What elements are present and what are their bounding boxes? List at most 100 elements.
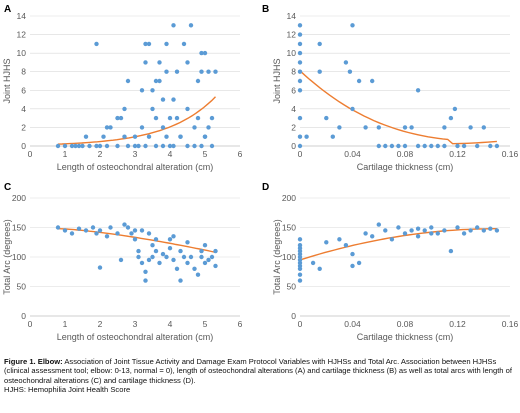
data-point — [185, 60, 190, 65]
x-tick-label: 5 — [203, 149, 208, 159]
x-tick-label: 0 — [28, 319, 33, 329]
data-point — [435, 231, 440, 236]
data-point — [317, 69, 322, 74]
data-point — [171, 257, 176, 263]
data-point — [132, 237, 138, 242]
data-point — [402, 143, 408, 149]
data-point — [167, 143, 173, 149]
data-point — [143, 269, 148, 274]
data-point — [429, 225, 434, 230]
data-point — [494, 228, 500, 233]
y-axis-title: Total Arc (degrees) — [2, 219, 12, 295]
data-point — [350, 23, 355, 28]
y-tick-label: 50 — [287, 282, 297, 292]
y-tick-label: 10 — [287, 48, 297, 58]
data-point — [150, 88, 155, 93]
data-point — [90, 225, 96, 230]
data-point — [188, 254, 194, 260]
x-tick-label: 2 — [98, 319, 103, 329]
data-point — [206, 69, 211, 74]
y-tick-label: 10 — [17, 48, 27, 58]
data-point — [139, 125, 145, 130]
y-tick-label: 8 — [291, 67, 296, 77]
data-point — [143, 41, 148, 47]
chart-panel-c: C 0 50 100 150 200 0 1 2 3 4 5 6 Length of osteochond… — [2, 182, 243, 342]
data-point — [350, 263, 355, 269]
data-point — [330, 134, 335, 139]
data-point — [297, 237, 303, 242]
data-point — [181, 41, 187, 47]
data-point — [174, 115, 180, 121]
y-tick-label: 100 — [282, 252, 296, 262]
data-point — [143, 278, 148, 283]
figure-caption: Figure 1. Elbow: Association of Joint Ti… — [4, 357, 516, 394]
data-point — [297, 243, 303, 248]
data-point — [317, 41, 322, 47]
data-point — [396, 225, 401, 230]
data-point — [73, 143, 78, 149]
data-point — [150, 254, 155, 260]
data-point — [206, 125, 211, 130]
data-point — [101, 134, 106, 139]
data-point — [115, 231, 120, 236]
data-point — [87, 143, 92, 149]
data-point — [297, 69, 303, 74]
data-point — [139, 88, 145, 93]
panel-letter: B — [262, 4, 269, 15]
data-point — [347, 69, 353, 74]
data-point — [55, 225, 61, 230]
data-point — [104, 143, 110, 149]
data-point — [455, 143, 460, 149]
data-point — [83, 134, 89, 139]
y-tick-label: 14 — [17, 11, 27, 21]
caption-label: Figure 1. Elbow: — [4, 357, 63, 366]
data-point — [297, 115, 303, 121]
data-point — [317, 266, 322, 271]
y-tick-label: 2 — [291, 122, 296, 132]
data-point — [143, 60, 148, 65]
data-point — [136, 248, 141, 254]
data-point — [297, 41, 303, 47]
data-point — [97, 228, 103, 233]
data-point — [167, 115, 173, 121]
data-point — [174, 69, 180, 74]
data-point — [146, 231, 152, 236]
data-point — [129, 231, 134, 236]
data-point — [415, 88, 421, 93]
y-tick-label: 2 — [21, 122, 26, 132]
x-tick-label: 3 — [133, 149, 138, 159]
data-point — [199, 254, 204, 260]
data-point — [160, 143, 166, 149]
data-point — [185, 240, 190, 245]
figure-panels: A 0 2 4 6 8 10 12 14 0 1 2 3 4 5 6 Length of osteochondr… — [2, 4, 519, 342]
y-tick-label: 150 — [12, 223, 26, 233]
data-point — [157, 260, 162, 266]
data-point — [139, 228, 145, 233]
data-point — [297, 78, 303, 84]
data-point — [118, 115, 124, 121]
x-axis-title: Cartilage thickness (cm) — [357, 332, 454, 342]
data-point — [376, 222, 381, 227]
data-point — [304, 134, 309, 139]
data-point — [104, 234, 110, 239]
data-point — [195, 272, 201, 277]
data-point — [337, 237, 342, 242]
data-point — [174, 266, 180, 271]
data-point — [164, 41, 169, 47]
data-point — [153, 237, 159, 242]
data-point — [429, 143, 434, 149]
x-tick-label: 2 — [98, 149, 103, 159]
data-point — [297, 143, 303, 149]
data-point — [69, 143, 75, 149]
data-point — [97, 143, 103, 149]
data-point — [199, 143, 204, 149]
panel-letter: C — [4, 182, 11, 193]
data-point — [164, 134, 169, 139]
data-point — [448, 115, 454, 121]
data-point — [192, 143, 197, 149]
data-point — [157, 78, 162, 84]
y-axis-title: Total Arc (degrees) — [272, 219, 282, 295]
data-point — [199, 69, 204, 74]
data-point — [157, 60, 162, 65]
